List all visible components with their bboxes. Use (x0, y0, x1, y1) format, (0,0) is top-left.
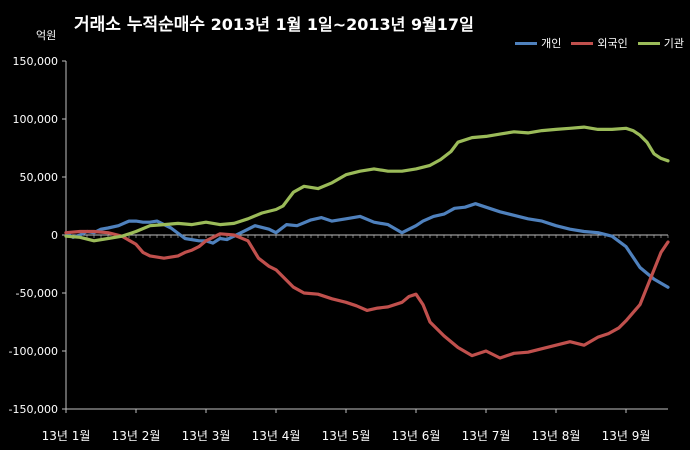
y-tick-label: -50,000 (16, 287, 58, 300)
chart-title: 거래소 누적순매수 2013년 1월 1일~2013년 9월17일 (74, 10, 474, 35)
y-tick-label: 100,000 (13, 113, 59, 126)
y-tick-label: -100,000 (9, 345, 58, 358)
chart-title-main: 거래소 누적순매수 (74, 15, 206, 35)
y-tick-label: 50,000 (20, 171, 59, 184)
legend-swatch (515, 41, 538, 45)
x-tick-label: 13년 6월 (392, 429, 441, 443)
y-tick-label: 150,000 (13, 55, 59, 68)
series-line-기관 (64, 125, 670, 243)
x-tick-label: 13년 2월 (112, 429, 161, 443)
legend-swatch (637, 41, 660, 45)
legend-item: 개인 (515, 35, 561, 51)
y-tick-label: 0 (51, 229, 58, 242)
series-line-개인 (64, 202, 670, 289)
legend-label: 개인 (541, 37, 562, 50)
y-tick-label: -150,000 (9, 403, 58, 416)
legend-label: 기관 (663, 37, 684, 50)
legend-item: 외국인 (571, 35, 628, 51)
legend-label: 외국인 (597, 37, 628, 50)
legend-item: 기관 (637, 35, 684, 51)
x-tick-label: 13년 3월 (182, 429, 231, 443)
legend: 개인 외국인 기관 (515, 35, 684, 51)
x-tick-label: 13년 4월 (252, 429, 301, 443)
x-tick-label: 13년 5월 (322, 429, 371, 443)
x-tick-label: 13년 1월 (42, 429, 91, 443)
chart-title-range: 2013년 1월 1일~2013년 9월17일 (210, 15, 474, 34)
legend-swatch (571, 41, 594, 45)
x-tick-label: 13년 8월 (532, 429, 581, 443)
x-tick-label: 13년 7월 (462, 429, 511, 443)
y-axis-unit: 억원 (36, 29, 57, 42)
series-line-외국인 (64, 229, 670, 360)
x-tick-label: 13년 9월 (602, 429, 651, 443)
